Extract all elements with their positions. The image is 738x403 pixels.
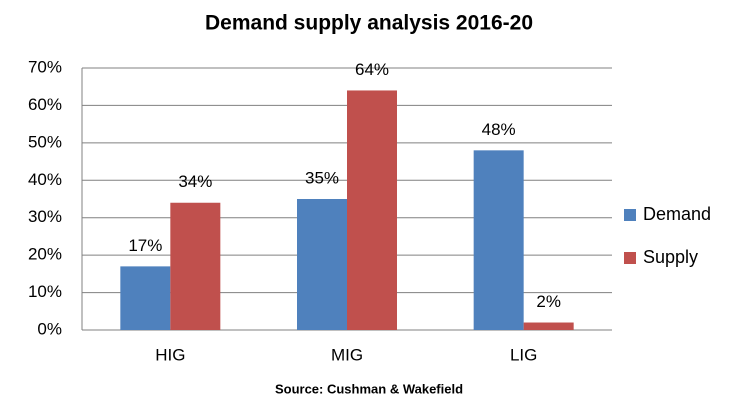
bar <box>170 202 221 330</box>
y-tick-label: 70% <box>28 57 62 76</box>
value-label: 2% <box>536 292 561 311</box>
y-tick-label: 30% <box>28 207 62 226</box>
bar <box>523 322 574 330</box>
y-tick-label: 10% <box>28 282 62 301</box>
value-label: 48% <box>482 120 516 139</box>
x-tick-label: MIG <box>331 345 363 364</box>
legend-swatch <box>624 209 636 221</box>
y-tick-label: 40% <box>28 170 62 189</box>
legend-swatch <box>624 252 636 264</box>
bar <box>120 266 171 330</box>
legend-label: Demand <box>643 204 711 224</box>
y-tick-label: 20% <box>28 245 62 264</box>
bar <box>347 90 397 330</box>
y-tick-label: 0% <box>37 319 62 338</box>
value-label: 35% <box>305 168 339 187</box>
value-label: 17% <box>128 236 162 255</box>
bar <box>473 150 524 330</box>
legend-label: Supply <box>643 247 698 267</box>
source: Source: Cushman & Wakefield <box>275 381 463 396</box>
bar <box>297 199 347 330</box>
chart-title: Demand supply analysis 2016-20 <box>205 12 533 35</box>
x-tick-label: HIG <box>155 345 185 364</box>
x-tick-label: LIG <box>510 345 537 364</box>
value-label: 34% <box>178 172 212 191</box>
value-label: 64% <box>355 60 389 79</box>
y-tick-label: 50% <box>28 132 62 151</box>
y-tick-label: 60% <box>28 95 62 114</box>
